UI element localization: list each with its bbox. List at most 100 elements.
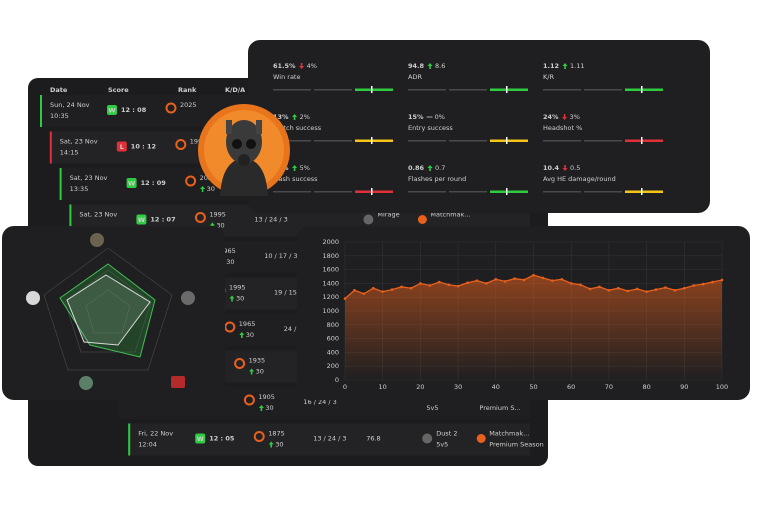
rank-change: 30 [216, 222, 224, 230]
line-point [551, 279, 554, 282]
rating: 76.8 [366, 435, 380, 443]
match-time: 13:35 [70, 185, 89, 193]
change-arrow [427, 165, 433, 171]
result-strip [59, 168, 62, 200]
line-point [626, 289, 630, 293]
game-mode: 5v5 [436, 441, 448, 449]
radar-panel [2, 226, 225, 400]
rank-value: 1905 [258, 393, 275, 401]
y-tick-label: 1800 [322, 252, 339, 260]
match-score: 12 : 08 [121, 106, 147, 114]
y-tick-label: 400 [327, 348, 339, 356]
line-point [485, 282, 488, 285]
stat-change: 8.6 [435, 62, 445, 70]
stat-bar-marker [641, 86, 643, 93]
result-letter: W [197, 435, 204, 443]
stat-bar-fill [625, 88, 663, 91]
stat-label: K/R [543, 73, 554, 81]
result-strip [49, 131, 52, 164]
result-strip [128, 423, 131, 456]
x-tick-label: 20 [416, 383, 424, 391]
rank-value: 1995 [229, 284, 246, 292]
stat-bar-marker [371, 188, 373, 195]
rank-change: 30 [256, 368, 264, 376]
rank-icon [253, 431, 265, 442]
change-arrow [258, 405, 264, 411]
rank-value: 1875 [268, 430, 285, 438]
stat-value: 94.8 [408, 62, 425, 70]
y-tick-label: 800 [327, 321, 339, 329]
line-point [701, 282, 705, 286]
stat-label: Clutch success [273, 124, 322, 132]
stat-change: 0.5 [570, 164, 580, 172]
change-arrow [249, 368, 255, 375]
result-letter: W [138, 216, 145, 224]
stat-bar-segment [408, 89, 446, 91]
change-arrow [229, 295, 235, 302]
stat-value: 10.4 [543, 164, 560, 172]
y-tick-label: 600 [327, 335, 339, 343]
radar [26, 233, 195, 390]
avatar [198, 104, 290, 196]
rank-value: 1965 [219, 247, 236, 255]
x-tick-label: 80 [642, 383, 650, 391]
result-strip [40, 95, 42, 127]
x-tick-label: 0 [343, 383, 347, 391]
change-arrow [562, 63, 568, 69]
stat-bar-fill [625, 139, 663, 142]
map-name: Dust 2 [436, 430, 457, 438]
stat-change: 0.7 [435, 164, 445, 172]
change-arrow [562, 114, 568, 120]
match-time: 12:04 [138, 441, 157, 449]
change-arrow [209, 222, 215, 229]
column-header: Rank [178, 86, 197, 94]
x-tick-label: 50 [529, 383, 537, 391]
stat-label: Entry success [408, 124, 453, 132]
rank-icon [224, 321, 236, 333]
line-point [579, 283, 582, 287]
stat-value: 0.86 [408, 164, 425, 172]
stat-bar-segment [314, 191, 352, 193]
match-time: 14:15 [60, 149, 79, 157]
stat-bar-segment [314, 89, 352, 91]
change-arrow [299, 63, 305, 69]
stat-bar-segment [543, 89, 581, 91]
line-point [522, 278, 526, 282]
y-tick-label: 1600 [322, 266, 339, 274]
match-date: Sat, 23 Nov [70, 174, 108, 182]
match-date: Sat, 23 Nov [79, 211, 117, 219]
stat-value: 24% [543, 113, 559, 121]
queue-icon [476, 434, 486, 443]
stat-bar-segment [584, 140, 622, 142]
line-point [720, 278, 724, 282]
stat-value: 1.12 [543, 62, 559, 70]
kda: 10 / 17 / 3 [264, 252, 297, 260]
kda: 13 / 24 / 3 [313, 435, 346, 443]
line-point [617, 286, 620, 290]
line-point [683, 286, 686, 290]
line-point [645, 290, 648, 293]
stat-value: 61.5% [273, 62, 296, 70]
match-time: 10:35 [50, 112, 69, 120]
stat-bar-fill [490, 139, 528, 142]
x-tick-label: 10 [379, 383, 387, 391]
y-tick-label: 1200 [322, 293, 339, 301]
line-point [541, 276, 545, 280]
line-point [673, 289, 677, 292]
match-score: 10 : 12 [131, 143, 156, 151]
stat-bar-segment [543, 140, 581, 142]
queue-name: Matchmak... [430, 211, 470, 219]
x-tick-label: 30 [454, 383, 462, 391]
line-point [381, 290, 385, 293]
line-point [409, 286, 413, 290]
rank-value: 1995 [209, 211, 226, 219]
rank-icon [234, 358, 246, 369]
map-icon [422, 433, 433, 444]
x-tick-label: 40 [492, 383, 500, 391]
queue-icon [417, 215, 427, 224]
match-score: 12 : 07 [150, 216, 175, 224]
column-header: K/D/A [225, 86, 245, 94]
x-tick-label: 90 [680, 383, 688, 391]
result-strip [69, 204, 72, 237]
line-point [456, 284, 460, 288]
